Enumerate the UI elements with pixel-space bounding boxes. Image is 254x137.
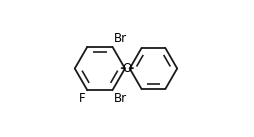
Text: F: F: [79, 92, 85, 105]
Text: Br: Br: [114, 92, 127, 105]
Text: O: O: [123, 62, 132, 75]
Text: Br: Br: [114, 32, 127, 45]
